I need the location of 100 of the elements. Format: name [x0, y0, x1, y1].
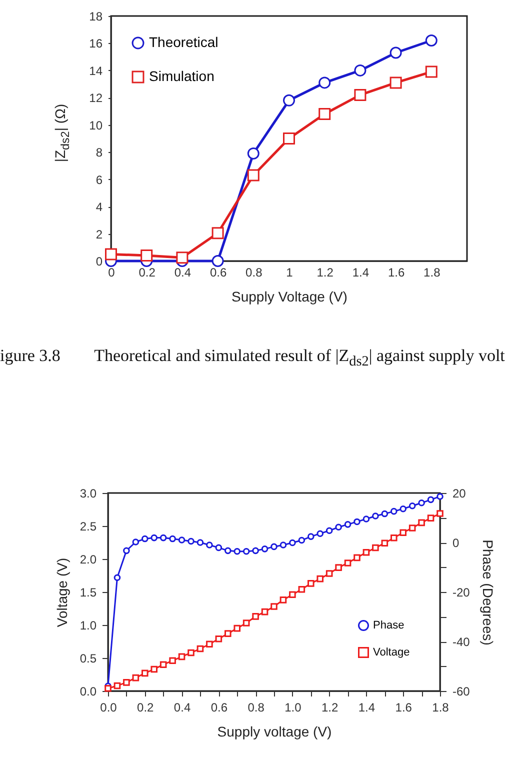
point	[206, 542, 213, 548]
point	[408, 524, 416, 532]
y-tick-label: 4	[96, 200, 103, 214]
point	[318, 76, 331, 89]
point	[372, 544, 379, 552]
x-tick-label: 0.4	[174, 700, 191, 714]
point	[215, 544, 222, 552]
point	[354, 64, 366, 76]
point	[169, 535, 176, 542]
point	[280, 542, 287, 548]
point	[242, 548, 250, 555]
x-tick-label: 1	[286, 266, 294, 280]
point	[362, 549, 370, 556]
point	[215, 635, 222, 642]
point	[400, 505, 407, 512]
legend-label: Phase	[373, 620, 404, 632]
y-tick-label: 8	[96, 146, 103, 160]
y-tick-label: 18	[89, 10, 103, 24]
y2-tick-label: -40	[452, 635, 470, 649]
point	[247, 147, 260, 160]
point	[326, 570, 333, 577]
x-tick-label: 1.2	[316, 266, 334, 280]
y-tick-label: 0.5	[80, 652, 97, 666]
x-tick-label: 0.2	[137, 700, 154, 714]
x-axis-title: Supply voltage (V)	[217, 724, 332, 740]
point	[196, 539, 204, 546]
point	[381, 540, 388, 547]
y2-tick-label: 0	[452, 536, 460, 550]
x-tick-label: 1.6	[395, 700, 412, 714]
point	[307, 580, 314, 587]
point	[212, 227, 224, 240]
point	[298, 586, 306, 593]
y-tick-label: 6	[96, 172, 103, 187]
x-axis-title: Supply Voltage (V)	[232, 288, 348, 304]
point	[427, 514, 434, 522]
point	[418, 500, 425, 506]
point	[372, 512, 379, 520]
legend-label: Theoretical	[149, 34, 218, 50]
y-tick-label: 2.5	[80, 520, 97, 534]
point	[212, 255, 224, 267]
x-tick-label: 0.4	[174, 266, 192, 280]
point	[196, 645, 204, 652]
point	[283, 132, 295, 144]
point	[270, 603, 278, 610]
point	[354, 518, 360, 526]
point	[400, 529, 407, 536]
point	[261, 546, 268, 552]
point	[316, 530, 324, 537]
point	[140, 250, 153, 262]
y-tick-label: 1.0	[80, 618, 97, 632]
point	[132, 538, 140, 546]
point	[289, 539, 296, 546]
point	[188, 538, 194, 545]
point	[234, 548, 241, 555]
point	[381, 510, 388, 518]
legend-label: Voltage	[373, 646, 410, 658]
y-tick-label: 2	[96, 227, 103, 242]
point	[335, 564, 342, 571]
point	[169, 657, 176, 664]
point	[224, 630, 232, 637]
point	[160, 661, 167, 668]
y-tick-label: 16	[89, 36, 103, 51]
point	[436, 493, 444, 500]
point	[123, 547, 130, 554]
point	[298, 536, 306, 544]
point	[114, 574, 121, 582]
point	[150, 666, 158, 673]
point	[354, 554, 360, 562]
point	[326, 527, 333, 534]
x-tick-label: 0.8	[246, 266, 263, 280]
x-tick-label: 0	[108, 266, 116, 280]
x-tick-label: 0.2	[138, 266, 156, 280]
y-tick-label: 3.0	[80, 486, 97, 500]
point	[104, 684, 112, 692]
point	[261, 608, 268, 616]
point	[344, 521, 352, 528]
y-tick-label: 2.0	[80, 552, 97, 566]
point	[105, 248, 117, 260]
point	[242, 620, 250, 626]
y2-tick-label: 20	[452, 486, 466, 500]
point	[289, 591, 296, 598]
point	[280, 596, 287, 604]
point	[224, 547, 232, 554]
point	[316, 575, 324, 582]
point	[335, 524, 342, 531]
point	[141, 670, 148, 677]
point	[252, 547, 259, 554]
point	[390, 534, 398, 542]
point	[362, 516, 370, 522]
y-tick-label: 12	[89, 91, 103, 106]
x-tick-label: 1.6	[388, 266, 405, 280]
point	[390, 46, 402, 59]
x-tick-label: 0.6	[210, 700, 228, 714]
point	[132, 674, 140, 682]
y-tick-label: 10	[89, 118, 103, 132]
y-tick-label: 14	[89, 64, 103, 78]
text: igure 3.8 Theoretical and simulated result of |Z$_{ds2}$| against supply volt	[0, 346, 505, 370]
point	[344, 560, 352, 566]
x-tick-label: 0.6	[210, 266, 227, 280]
x-tick-label: 0.8	[248, 700, 265, 714]
